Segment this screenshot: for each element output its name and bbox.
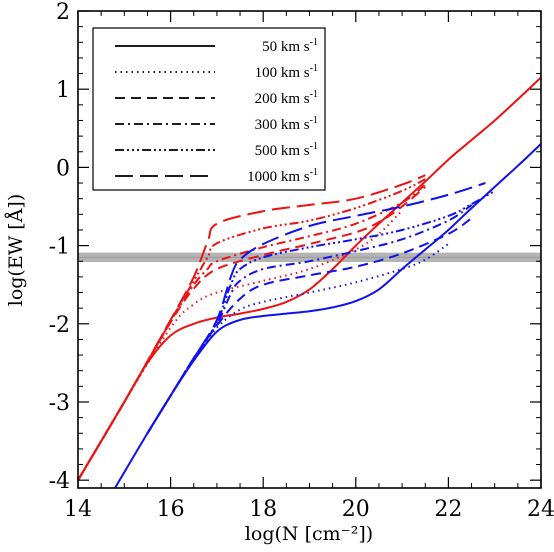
series-line-blue-solid: [114, 143, 541, 488]
legend-label: 100 km s-1: [255, 63, 318, 81]
legend-label: 300 km s-1: [255, 115, 318, 133]
series-line-red-dashdotdotdot: [78, 178, 426, 481]
x-tick-label: 22: [434, 497, 462, 522]
x-tick-label: 16: [157, 497, 185, 522]
x-axis-title: log(N [cm⁻²]): [245, 523, 373, 545]
legend-label: 200 km s-1: [255, 89, 318, 107]
series-line-red-longdash: [78, 174, 426, 481]
threshold-band-layer: [78, 252, 541, 263]
y-tick-label: 2: [56, 0, 70, 25]
x-tick-label: 14: [64, 497, 92, 522]
legend-label: 50 km s-1: [262, 37, 318, 55]
legend-label: 1000 km s-1: [247, 167, 318, 185]
series-line-red-dotted: [78, 209, 403, 481]
y-tick-label: 1: [56, 78, 70, 103]
series-line-blue-dotted: [146, 243, 449, 434]
y-axis-title: log(EW [Å]): [5, 194, 27, 307]
legend: 50 km s-1 100 km s-1 200 km s-1 300 km s-1 5…: [92, 27, 326, 191]
y-tick-label: -3: [49, 391, 70, 416]
y-tick-label: -4: [49, 469, 70, 494]
x-tick-label: 20: [342, 497, 370, 522]
y-tick-label: 0: [56, 156, 70, 181]
series-line-red-solid: [78, 76, 541, 481]
x-tick-label: 18: [249, 497, 277, 522]
series-line-blue-longdash: [146, 182, 486, 434]
series-line-red-dashed: [78, 186, 426, 481]
series-line-blue-dashdotdotdot: [146, 190, 496, 434]
y-tick-label: -2: [49, 313, 70, 338]
series-layer: [78, 76, 541, 488]
x-tick-label: 24: [527, 497, 554, 522]
tick-layer: 14 16 18 20 22 24 -4 -3 -2 -1 0 1 2: [49, 0, 554, 522]
series-line-blue-dashdot: [146, 204, 473, 434]
legend-label: 500 km s-1: [255, 141, 318, 159]
legend-box: [92, 27, 326, 191]
y-tick-label: -1: [49, 235, 70, 260]
